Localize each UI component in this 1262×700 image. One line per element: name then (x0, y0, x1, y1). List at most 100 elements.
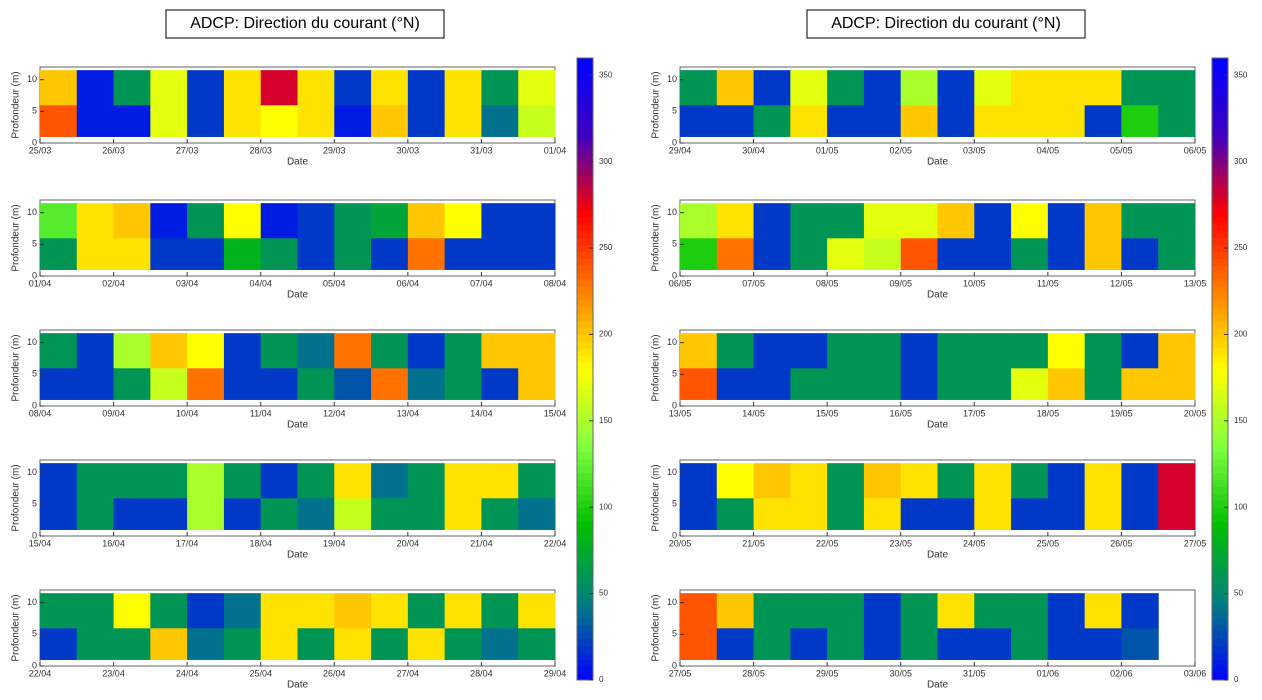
colorbar-segment (1212, 673, 1228, 681)
heat-cell (937, 105, 975, 137)
heat-cell (113, 238, 151, 270)
heat-cell (680, 593, 718, 629)
heat-cell (900, 333, 938, 369)
heat-cell (481, 70, 519, 106)
colorbar-segment (577, 438, 593, 446)
colorbar-tick-label: 0 (1234, 675, 1239, 684)
colorbar-segment (1212, 244, 1228, 253)
heat-cell (260, 105, 298, 137)
colorbar-tick-label: 150 (599, 416, 613, 425)
heat-cell (827, 628, 865, 660)
heat-cell (790, 105, 828, 137)
heat-cell (113, 105, 151, 137)
heat-cell (937, 498, 975, 530)
heat-cell (187, 70, 225, 106)
y-tick-label: 0 (672, 137, 677, 147)
colorbar-segment (577, 673, 593, 681)
heat-cell (1047, 368, 1086, 400)
colorbar-segment (1212, 292, 1228, 301)
heat-cell (40, 368, 78, 400)
colorbar-segment (577, 603, 593, 612)
heat-cell (334, 593, 372, 629)
colorbar-segment (1212, 161, 1228, 170)
colorbar-segment (1212, 120, 1228, 128)
heat-cell (334, 463, 372, 499)
colorbar-segment (1212, 410, 1228, 418)
x-tick-label: 11/04 (250, 408, 272, 418)
heat-cell (407, 105, 446, 137)
colorbar-segment (577, 320, 593, 329)
heat-cell (680, 203, 718, 239)
heat-cell (900, 463, 938, 499)
colorbar-segment (577, 493, 593, 501)
heat-cell (827, 333, 865, 369)
colorbar-segment (577, 189, 593, 197)
x-tick-label: 30/04 (742, 145, 765, 155)
heat-cell (371, 333, 409, 369)
heat-cell (297, 593, 335, 629)
colorbar-segment (1212, 431, 1228, 439)
colorbar-segment (1212, 265, 1228, 273)
colorbar-segment (1212, 507, 1228, 515)
colorbar-segment (577, 258, 593, 266)
heat-cell (371, 105, 409, 137)
colorbar-segment (1212, 106, 1228, 114)
colorbar-segment (1212, 175, 1228, 183)
x-tick-label: 18/04 (249, 538, 272, 548)
colorbar-segment (1212, 58, 1228, 66)
colorbar-segment (1212, 113, 1228, 121)
heat-cell (680, 628, 718, 660)
x-tick-label: 22/05 (816, 538, 839, 548)
colorbar-tick-label: 100 (1234, 502, 1248, 511)
heat-cell (974, 105, 1012, 137)
colorbar-segment (1212, 64, 1228, 73)
colorbar-segment (577, 113, 593, 121)
heat-cell (863, 463, 902, 499)
heat-cell (481, 628, 519, 660)
y-axis-label: Profondeur (m) (651, 71, 662, 138)
colorbar-segment (1212, 555, 1228, 564)
colorbar-segment (1212, 286, 1228, 294)
colorbar-segment (577, 182, 593, 190)
colorbar-segment (1212, 279, 1228, 287)
heat-cell (444, 203, 482, 239)
colorbar-segment (1212, 610, 1228, 619)
colorbar-frame (1211, 57, 1229, 681)
heat-cell (518, 368, 556, 400)
colorbar-segment (577, 507, 593, 515)
heat-cell (1084, 105, 1122, 137)
colorbar-segment (1212, 182, 1228, 190)
x-tick-label: 29/04 (544, 668, 567, 678)
heat-cell (407, 463, 446, 499)
heat-cell (1011, 628, 1049, 660)
heat-cell (1121, 70, 1159, 106)
colorbar-segment (1212, 99, 1228, 107)
heat-cell (827, 105, 865, 137)
colorbar-segment (577, 562, 593, 570)
heat-cell (334, 70, 372, 106)
colorbar-segment (577, 230, 593, 239)
x-tick-label: 18/05 (1037, 408, 1060, 418)
heat-cell (113, 203, 151, 239)
colorbar-segment (1212, 134, 1228, 142)
colorbar-tick-label: 100 (599, 502, 613, 511)
x-tick-label: 02/04 (102, 278, 125, 288)
colorbar-segment (577, 590, 593, 598)
heat-cell (40, 498, 78, 530)
x-tick-label: 08/05 (816, 278, 839, 288)
colorbar-segment (1212, 237, 1228, 246)
x-tick-label: 17/04 (176, 538, 199, 548)
heat-cell (827, 368, 865, 400)
heat-cell (223, 238, 262, 270)
y-tick-label: 5 (32, 499, 37, 509)
y-tick-label: 0 (32, 530, 37, 540)
heat-cell (863, 105, 902, 137)
colorbar-segment (577, 431, 593, 439)
heat-cell (40, 203, 78, 239)
heat-cell (1047, 463, 1086, 499)
heat-cell (518, 498, 556, 530)
heat-cell (113, 628, 151, 660)
heat-cell (1047, 238, 1086, 270)
x-tick-label: 15/05 (816, 408, 839, 418)
heat-cell (680, 333, 718, 369)
